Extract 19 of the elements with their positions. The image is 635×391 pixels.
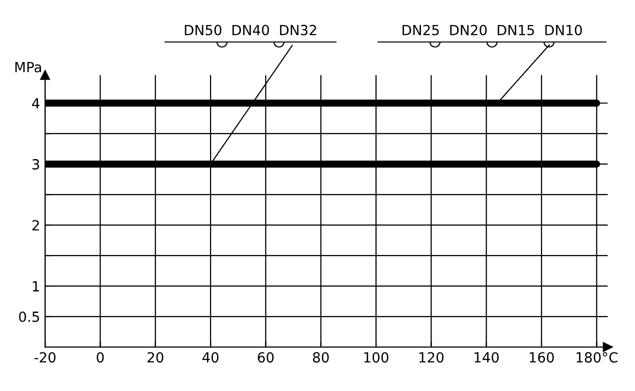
y-tick-label: 4 <box>32 98 40 108</box>
x-tick-label: 60 <box>258 352 274 363</box>
x-tick-label: 80 <box>312 352 329 363</box>
x-tick-label: -20 <box>34 352 56 363</box>
annotation: DN25 DN20 DN15 DN10 <box>402 24 582 36</box>
x-tick-label: 120 <box>419 352 444 363</box>
annotation: DN50 DN40 DN32 <box>184 24 316 36</box>
x-tick-label: 140 <box>474 352 499 363</box>
y-tick-label: 3 <box>32 159 40 170</box>
x-tick-label: 0 <box>96 352 104 363</box>
x-tick-label: 160 <box>530 352 554 363</box>
x-tick-label: 180°C <box>576 352 618 363</box>
y-tick-label: 2 <box>32 220 39 230</box>
y-tick-label: 1 <box>32 281 39 292</box>
x-tick-label: 40 <box>202 352 218 363</box>
x-tick-label: 100 <box>364 352 388 363</box>
x-tick-label: 20 <box>148 352 164 363</box>
y-tick-label: 0.5 <box>19 311 40 322</box>
y-axis-title: MPa <box>15 62 42 72</box>
